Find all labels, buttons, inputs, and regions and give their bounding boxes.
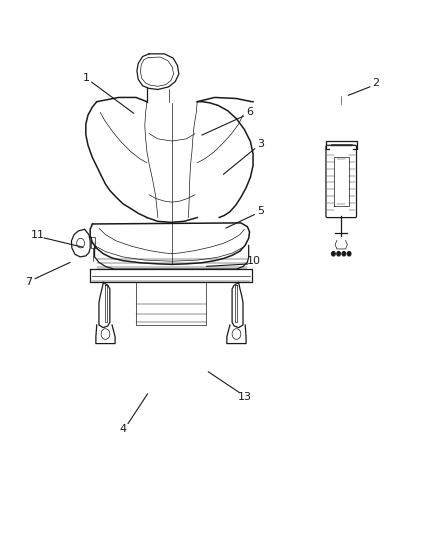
Circle shape bbox=[342, 252, 346, 256]
Text: 4: 4 bbox=[120, 424, 127, 434]
Text: 11: 11 bbox=[31, 230, 45, 240]
Text: 7: 7 bbox=[25, 278, 33, 287]
Circle shape bbox=[347, 252, 351, 256]
Text: 2: 2 bbox=[373, 78, 380, 88]
Text: 10: 10 bbox=[247, 256, 261, 266]
Text: 5: 5 bbox=[257, 206, 264, 216]
FancyBboxPatch shape bbox=[326, 146, 357, 217]
Circle shape bbox=[332, 252, 335, 256]
Circle shape bbox=[337, 252, 340, 256]
Text: 6: 6 bbox=[246, 107, 253, 117]
Text: 3: 3 bbox=[257, 139, 264, 149]
Text: 13: 13 bbox=[238, 392, 252, 402]
Text: 1: 1 bbox=[82, 73, 89, 83]
